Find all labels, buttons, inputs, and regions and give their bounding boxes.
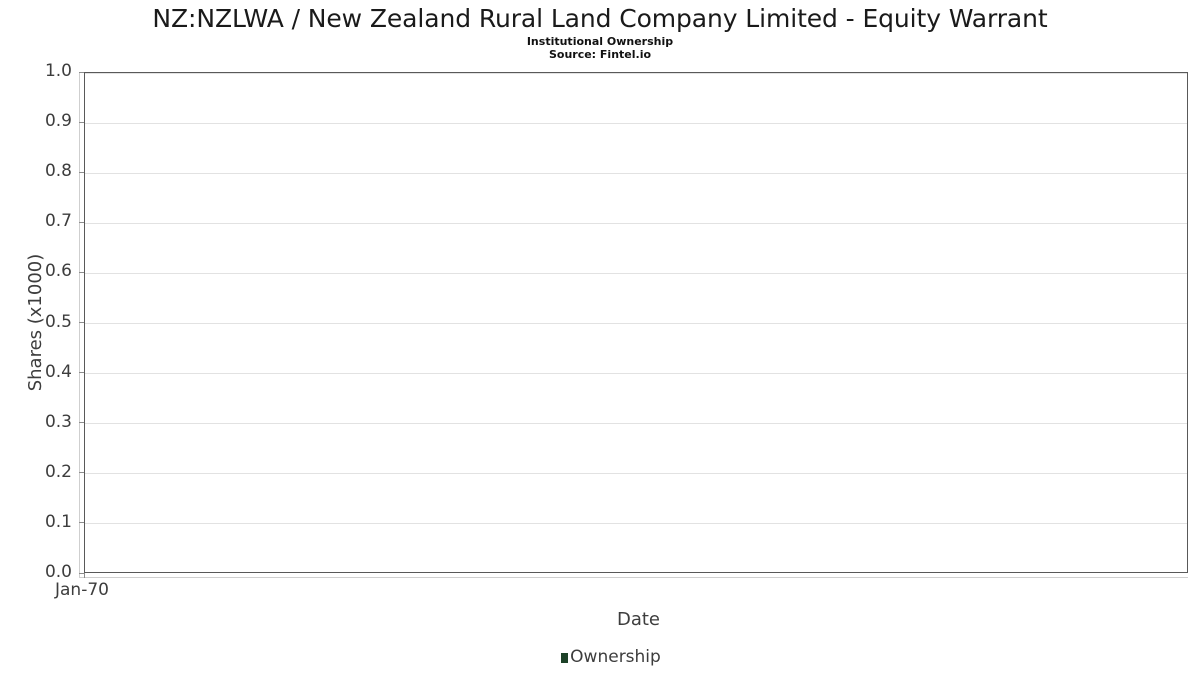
gridline (85, 72, 1187, 74)
y-axis-title: Shares (x1000) (25, 253, 46, 392)
y-axis-tick-label: 0.6 (44, 261, 72, 282)
y-axis-tick-label: 0.2 (44, 461, 72, 482)
y-axis-tick-label: 0.4 (44, 361, 72, 382)
legend-label: Ownership (570, 647, 661, 667)
y-axis-tick (79, 121, 85, 123)
x-axis-tick (84, 573, 85, 578)
plot-area (84, 72, 1188, 573)
legend-item[interactable]: Ownership (561, 648, 661, 667)
gridline (85, 323, 1187, 324)
y-axis-tick-label: 0.9 (44, 111, 72, 132)
gridline (85, 272, 1187, 274)
y-axis-tick-label: 0.5 (44, 311, 72, 332)
page-title: NZ:NZLWA / New Zealand Rural Land Compan… (152, 4, 1048, 33)
series-layer (85, 73, 1187, 572)
y-axis-tick-label: 0.1 (44, 511, 72, 532)
y-axis-tick (79, 522, 85, 524)
chart-title-block: NZ:NZLWA / New Zealand Rural Land Compan… (0, 0, 1200, 61)
gridline (85, 373, 1187, 375)
gridline (85, 423, 1187, 425)
y-axis-tick (79, 322, 85, 323)
y-axis-tick-label: 0.7 (44, 211, 72, 232)
legend-swatch-icon (561, 652, 569, 663)
x-axis-title: Date (616, 609, 661, 630)
y-axis-tick (79, 171, 85, 173)
y-axis-tick (79, 372, 85, 374)
x-axis-tick-label: Jan-70 (55, 580, 109, 600)
gridline (85, 222, 1187, 224)
gridline (85, 172, 1187, 174)
y-axis-tick (79, 572, 85, 574)
y-axis-tick-label: 0.8 (44, 161, 72, 182)
y-axis-tick-label: 1.0 (44, 61, 72, 81)
gridline (85, 473, 1187, 475)
y-axis-tick-label: 0.3 (44, 411, 72, 432)
chart-subtitle: Institutional Ownership (526, 35, 674, 48)
y-axis-tick (79, 221, 85, 223)
y-axis-tick (79, 271, 85, 273)
y-axis-tick (79, 472, 85, 474)
x-axis-outer-line (79, 577, 1188, 578)
y-axis-tick (79, 71, 85, 73)
y-axis-outer-line (79, 72, 80, 578)
y-axis-tick-label: 0.0 (44, 562, 72, 582)
chart-legend: Ownership (0, 648, 1200, 667)
chart-source: Source: Fintel.io (548, 48, 652, 61)
y-axis-tick (79, 422, 85, 424)
gridline (85, 523, 1187, 525)
gridline (85, 122, 1187, 124)
